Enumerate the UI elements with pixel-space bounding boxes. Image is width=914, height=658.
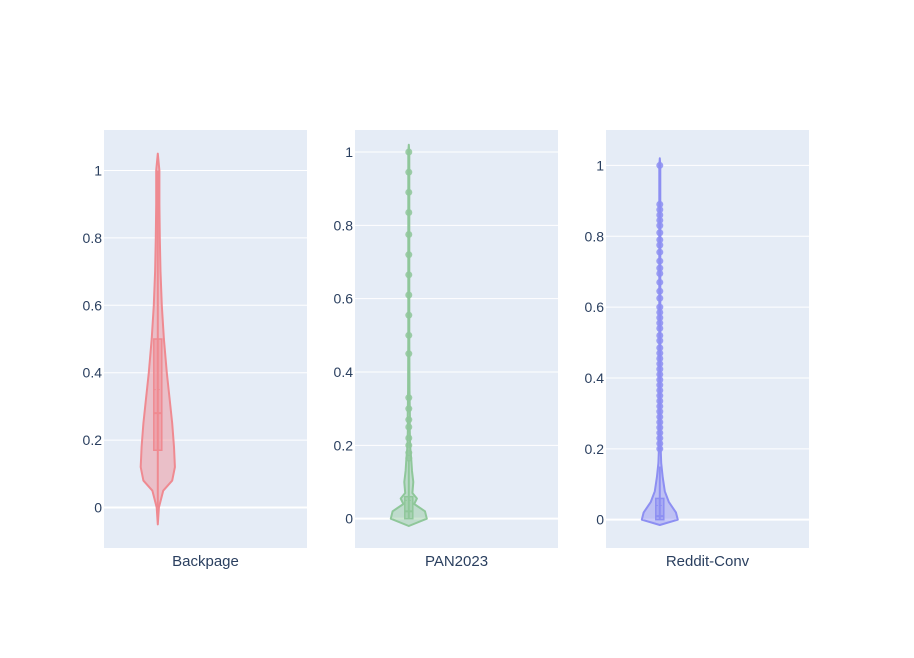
subplot-reddit-conv: 0 0.2 0.4 0.6 0.8 1 Reddit-Conv xyxy=(585,130,809,570)
outlier-point xyxy=(656,319,664,327)
outlier-point xyxy=(405,168,413,176)
box-iqr xyxy=(153,338,163,451)
outlier-point xyxy=(656,349,664,357)
outlier-point xyxy=(656,294,664,302)
outlier-point xyxy=(405,231,413,238)
outlier-point xyxy=(656,440,664,447)
outlier-point xyxy=(405,251,413,259)
outlier-point xyxy=(656,408,664,416)
y-tick-label: 0 xyxy=(596,512,604,528)
outlier-point xyxy=(656,386,664,394)
outlier-point xyxy=(405,271,413,279)
y-tick-label: 0.2 xyxy=(334,437,354,453)
outlier-point xyxy=(656,324,664,332)
y-tick-label: 0.2 xyxy=(585,441,605,457)
outlier-point xyxy=(405,209,413,216)
y-tick-label: 0.8 xyxy=(83,230,103,246)
plot-background xyxy=(606,130,809,548)
outlier-point xyxy=(656,392,664,400)
outlier-point xyxy=(405,416,413,424)
plot-background xyxy=(355,130,558,548)
outlier-point xyxy=(405,331,413,339)
y-tick-label: 0.6 xyxy=(83,297,103,313)
outlier-point xyxy=(656,248,664,256)
y-tick-label: 0.8 xyxy=(334,217,354,233)
outlier-point xyxy=(656,402,664,410)
outlier-point xyxy=(656,344,664,352)
outlier-point xyxy=(405,311,413,319)
outlier-point xyxy=(656,229,664,237)
outlier-point xyxy=(656,365,664,373)
outlier-point xyxy=(405,441,413,449)
outlier-point xyxy=(656,211,664,219)
outlier-point xyxy=(656,360,664,368)
outlier-point xyxy=(656,331,664,339)
outlier-point xyxy=(656,424,664,432)
outlier-point xyxy=(656,376,664,384)
outlier-point xyxy=(656,354,664,362)
y-tick-label: 0.4 xyxy=(334,364,354,380)
outlier-point xyxy=(656,303,664,311)
outlier-point xyxy=(405,423,413,431)
subplot-backpage: 0 0.2 0.4 0.6 0.8 1 Backpage xyxy=(83,130,307,570)
outlier-point xyxy=(405,148,413,156)
outlier-point xyxy=(656,206,664,214)
outlier-point xyxy=(405,350,413,358)
outlier-point xyxy=(656,381,664,389)
outlier-point xyxy=(656,241,664,249)
outlier-point xyxy=(656,308,664,316)
box-iqr xyxy=(655,497,665,521)
outlier-point xyxy=(405,188,413,196)
outlier-point xyxy=(656,200,664,208)
outlier-point xyxy=(656,269,664,277)
x-category-label: PAN2023 xyxy=(425,553,488,570)
outlier-point xyxy=(656,413,664,421)
outlier-point xyxy=(656,429,664,437)
y-tick-label: 0.4 xyxy=(83,365,103,381)
subplot-pan2023: 0 0.2 0.4 0.6 0.8 1 PAN2023 xyxy=(334,130,558,570)
outlier-point xyxy=(656,418,664,426)
y-tick-label: 1 xyxy=(345,144,353,160)
outlier-point xyxy=(405,449,413,457)
outlier-point xyxy=(656,278,664,286)
outlier-point xyxy=(405,405,413,413)
outlier-point xyxy=(656,287,664,295)
outlier-point xyxy=(405,291,413,299)
y-tick-label: 1 xyxy=(94,162,102,178)
y-tick-label: 0.6 xyxy=(585,299,605,315)
outlier-point xyxy=(656,314,664,322)
outlier-point xyxy=(656,445,664,453)
outlier-point xyxy=(405,454,413,462)
y-tick-label: 0.2 xyxy=(83,432,103,448)
y-tick-label: 1 xyxy=(596,157,604,173)
outlier-point xyxy=(656,434,664,442)
outlier-point xyxy=(656,264,664,272)
outlier-point xyxy=(656,337,664,345)
plot-background xyxy=(104,130,307,548)
y-tick-label: 0 xyxy=(94,500,102,516)
box-iqr xyxy=(404,495,414,520)
outlier-point xyxy=(656,257,664,265)
y-tick-label: 0.6 xyxy=(334,291,354,307)
outlier-point xyxy=(656,370,664,378)
y-tick-label: 0.8 xyxy=(585,228,605,244)
outlier-point xyxy=(656,161,664,169)
x-category-label: Reddit-Conv xyxy=(666,553,750,570)
y-tick-label: 0 xyxy=(345,511,353,527)
y-tick-label: 0.4 xyxy=(585,370,605,386)
outlier-point xyxy=(656,222,664,230)
outlier-point xyxy=(405,394,413,402)
outlier-point xyxy=(656,216,664,224)
outlier-point xyxy=(656,397,664,405)
x-category-label: Backpage xyxy=(172,553,239,570)
outlier-point xyxy=(405,434,413,442)
outlier-point xyxy=(656,236,664,244)
